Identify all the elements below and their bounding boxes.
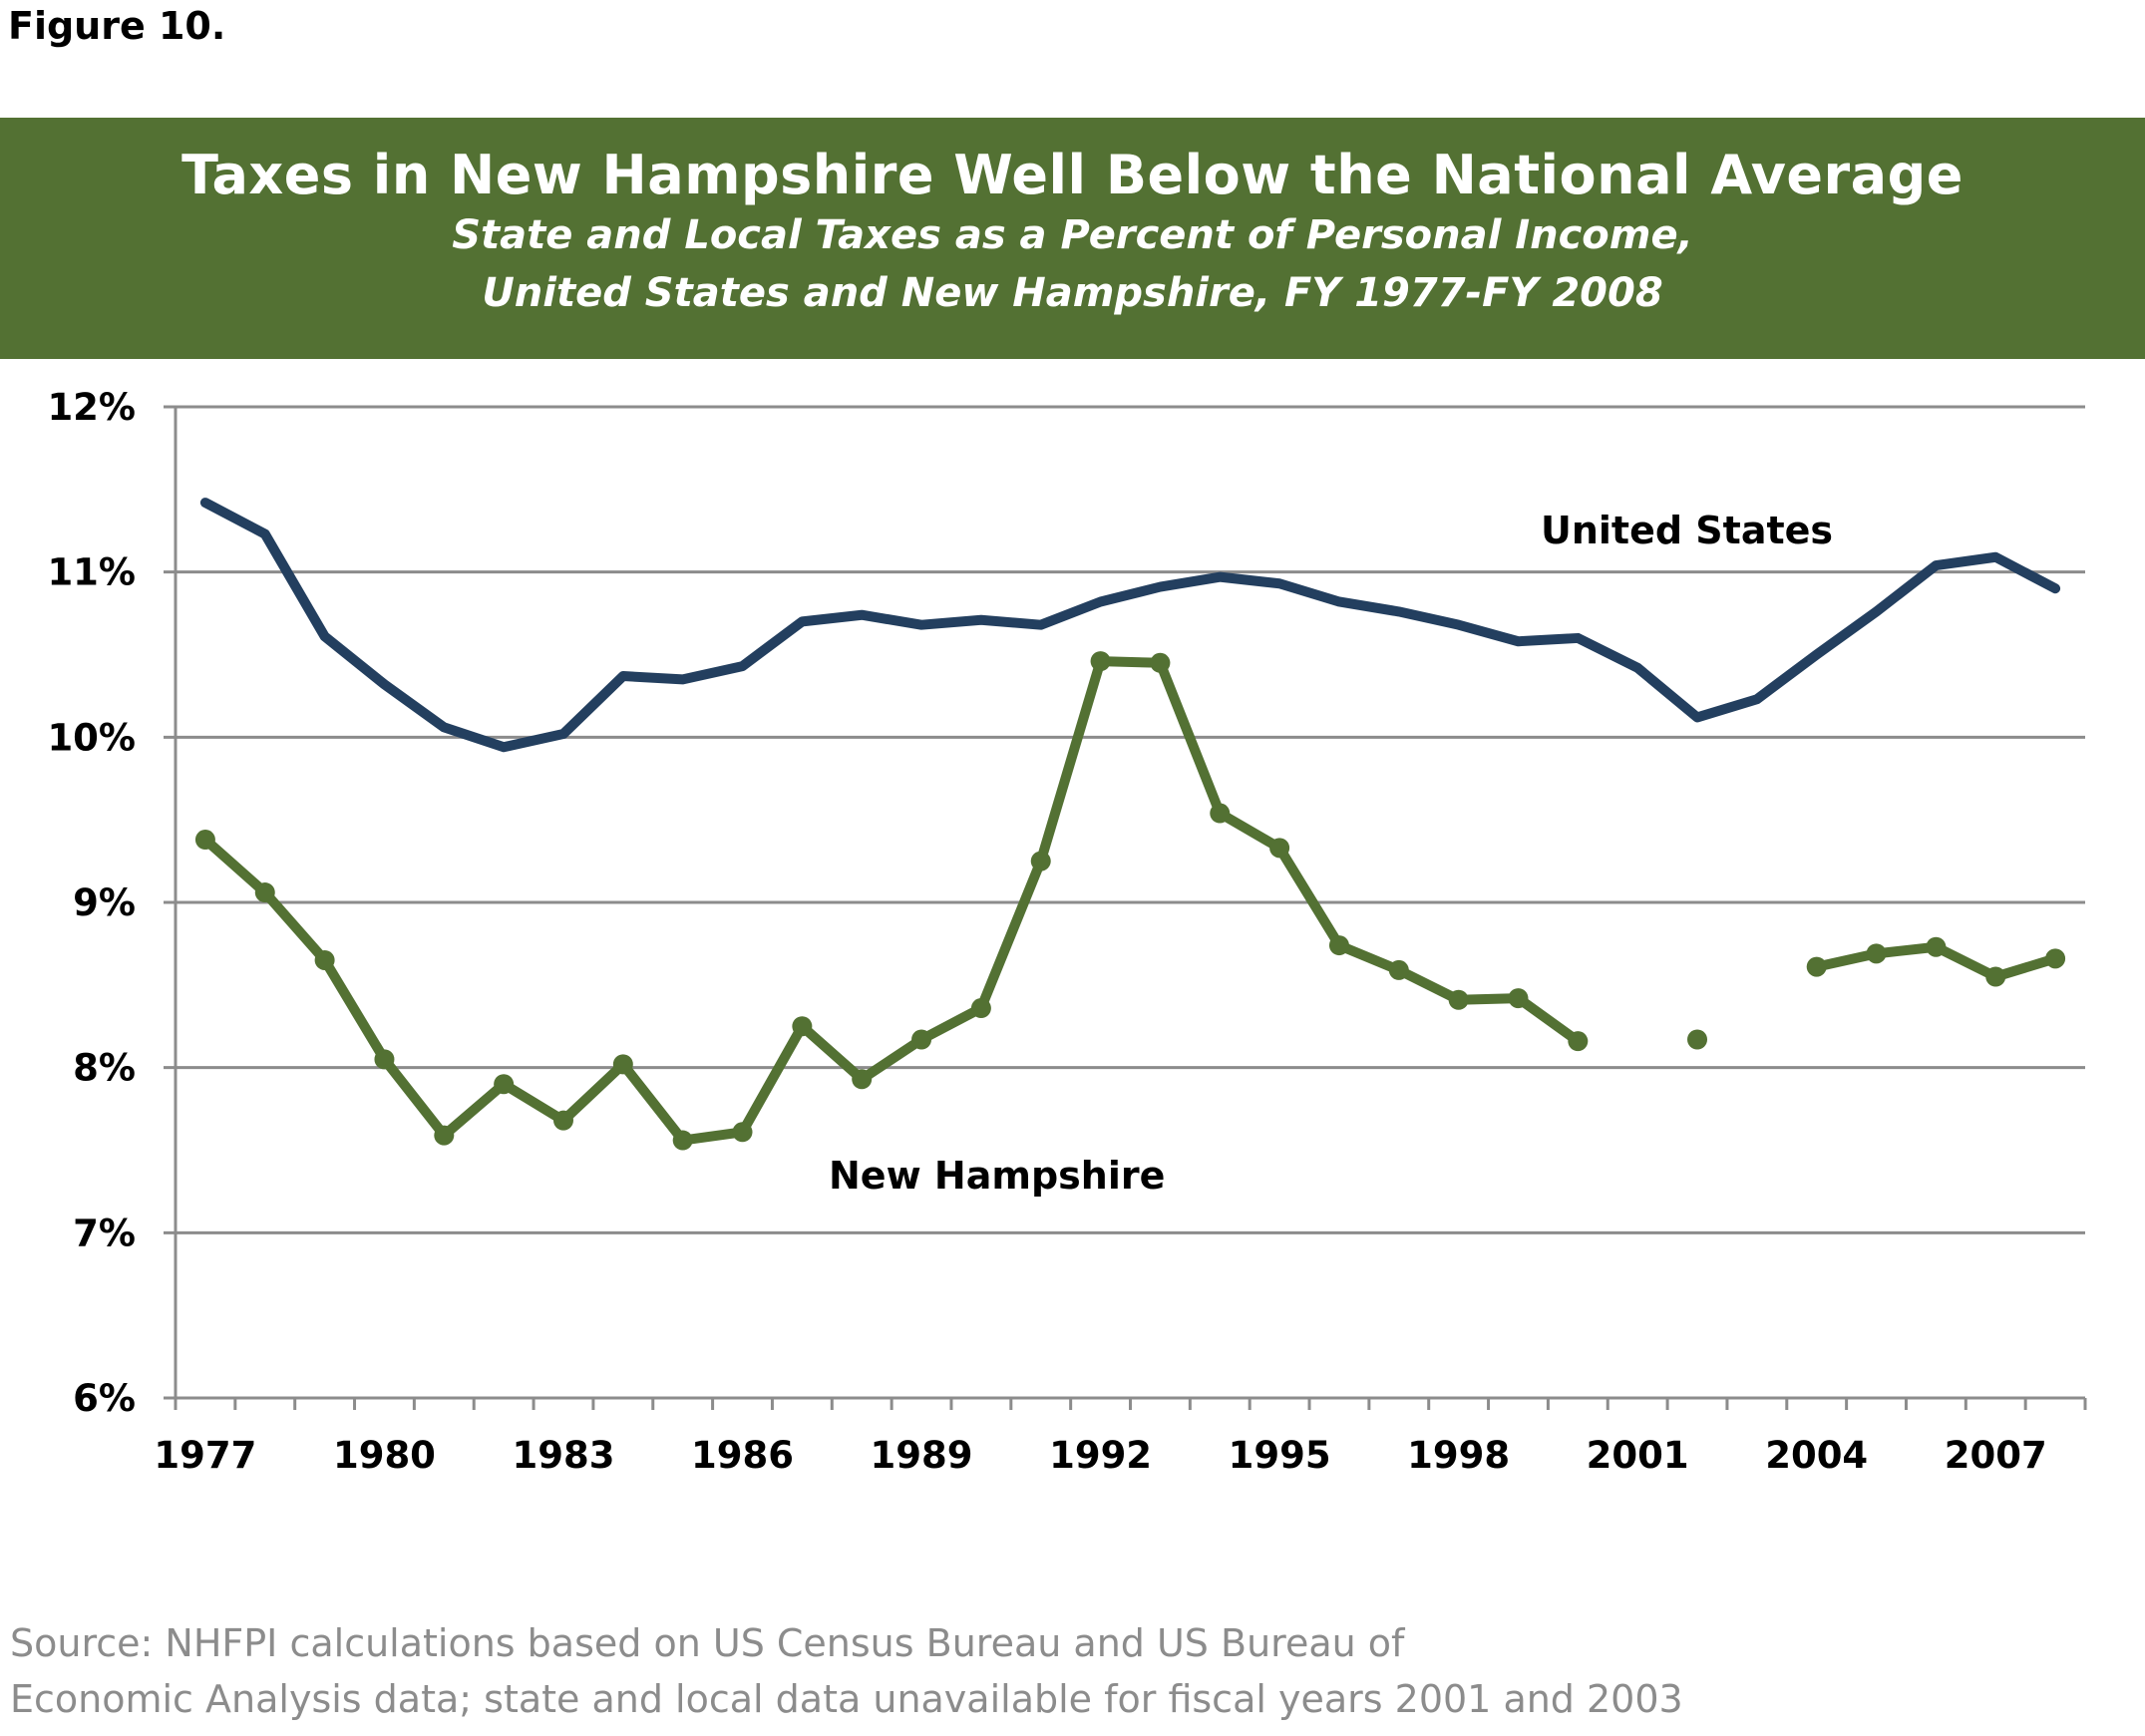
data-point	[970, 998, 991, 1019]
data-point	[314, 949, 335, 970]
data-point	[1508, 988, 1529, 1009]
x-tick-label: 1986	[691, 1434, 794, 1477]
data-point	[1090, 651, 1111, 672]
data-point	[1926, 936, 1947, 957]
y-tick-label: 8%	[73, 1047, 136, 1090]
data-point	[1806, 956, 1827, 977]
chart-subtitle-line-1: State and Local Taxes as a Percent of Pe…	[452, 212, 1693, 258]
data-point	[1687, 1029, 1708, 1050]
series-label-united-states: United States	[1541, 509, 1833, 552]
source-line-2: Economic Analysis data; state and local …	[10, 1677, 1683, 1721]
y-tick-label: 9%	[73, 881, 136, 924]
data-point	[792, 1016, 813, 1037]
x-tick-label: 1998	[1407, 1434, 1510, 1477]
y-tick-label: 12%	[47, 386, 136, 429]
data-point	[1150, 652, 1171, 673]
title-banner: Taxes in New Hampshire Well Below the Na…	[0, 118, 2145, 359]
x-tick-label: 2004	[1765, 1434, 1868, 1477]
data-point	[672, 1130, 693, 1151]
y-tick-label: 6%	[73, 1377, 136, 1420]
data-point	[1448, 989, 1469, 1010]
series-line-united-states	[199, 498, 2061, 753]
x-tick-label: 1989	[871, 1434, 973, 1477]
x-tick-label: 1983	[512, 1434, 614, 1477]
data-point	[1388, 959, 1409, 980]
data-point	[852, 1069, 873, 1090]
y-tick-label: 7%	[73, 1212, 136, 1254]
chart-title: Taxes in New Hampshire Well Below the Na…	[181, 144, 1964, 206]
source-line-1: Source: NHFPI calculations based on US C…	[10, 1621, 1405, 1665]
data-point	[494, 1074, 515, 1095]
data-point	[194, 830, 215, 851]
data-point	[254, 882, 275, 903]
series-line-new-hampshire	[199, 656, 1584, 1146]
data-point	[1030, 851, 1051, 871]
series-label-new-hampshire: New Hampshire	[829, 1154, 1165, 1198]
data-point	[1866, 943, 1887, 964]
data-point	[911, 1029, 932, 1050]
figure-label: Figure 10.	[8, 4, 226, 48]
x-tick-label: 2007	[1945, 1434, 2047, 1477]
x-tick-label: 1980	[333, 1434, 436, 1477]
x-tick-label: 1977	[154, 1434, 256, 1477]
x-tick-label: 1992	[1049, 1434, 1152, 1477]
source-note: Source: NHFPI calculations based on US C…	[10, 1615, 1683, 1727]
data-point	[1568, 1031, 1589, 1052]
x-tick-label: 2001	[1587, 1434, 1689, 1477]
data-point	[374, 1049, 395, 1070]
data-point	[2045, 948, 2066, 969]
data-point	[434, 1125, 455, 1146]
data-point	[612, 1054, 633, 1075]
data-point	[1328, 935, 1349, 956]
x-tick-label: 1995	[1229, 1434, 1331, 1477]
data-point	[732, 1122, 753, 1143]
y-tick-label: 10%	[47, 716, 136, 759]
data-point	[552, 1110, 573, 1131]
y-tick-label: 11%	[47, 551, 136, 594]
chart-subtitle-line-2: United States and New Hampshire, FY 1977…	[482, 270, 1663, 316]
data-point	[1985, 966, 2006, 987]
data-point	[1269, 838, 1290, 859]
data-point	[1210, 803, 1231, 824]
